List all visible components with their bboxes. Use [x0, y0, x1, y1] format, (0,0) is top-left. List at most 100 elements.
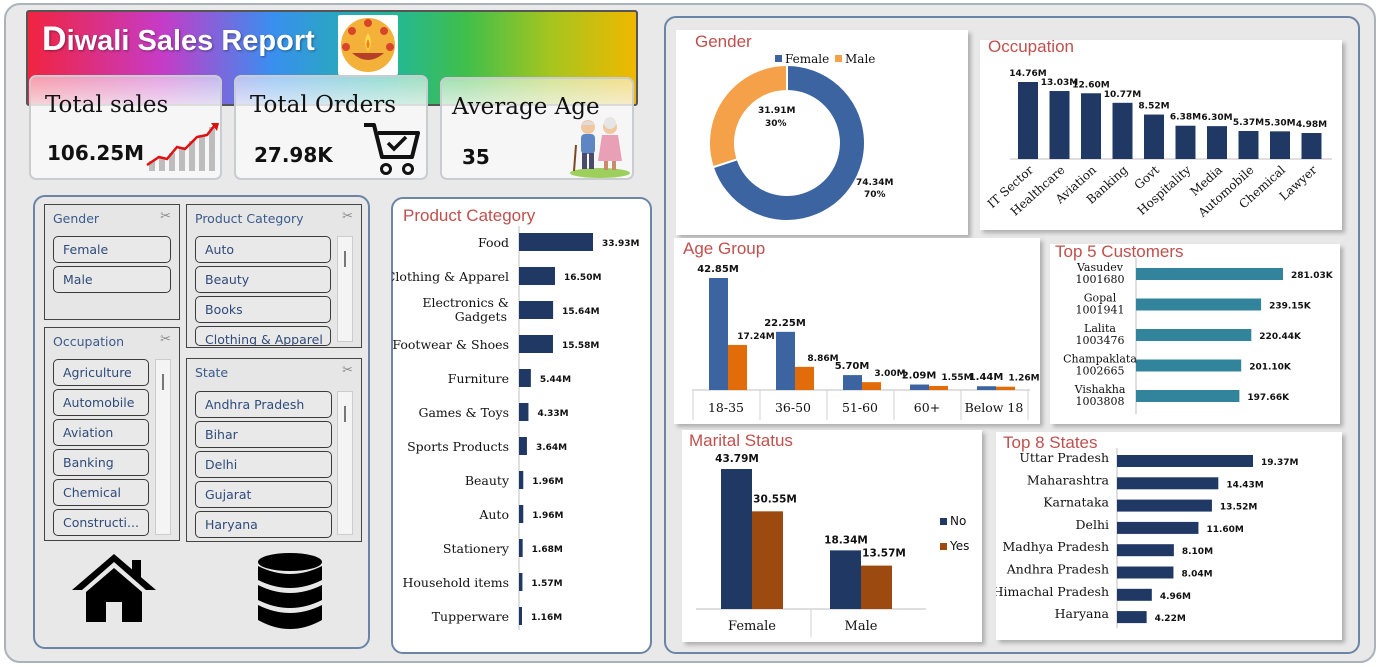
slicer-item-gujarat[interactable]: Gujarat: [195, 481, 332, 508]
data-label: 4.96M: [1160, 592, 1191, 602]
slicer-item-construction[interactable]: Constructi...: [53, 509, 149, 536]
data-label: 1.96M: [532, 511, 563, 521]
data-label: 1.68M: [532, 545, 563, 555]
clear-filter-icon[interactable]: ✂: [342, 363, 353, 378]
data-label: 6.38M: [1170, 113, 1201, 123]
bar: [843, 375, 862, 390]
marital-status-chart: 43.79M 30.55M Female 18.34M 13.57M Male No Yes: [696, 453, 969, 637]
category-label: Food: [478, 235, 509, 250]
category-label: 1001680: [1076, 273, 1125, 286]
category-label: 60+: [914, 400, 940, 415]
bar: [1136, 268, 1283, 280]
bar: [910, 384, 929, 390]
bar: [519, 573, 523, 591]
slicer-item-haryana[interactable]: Haryana: [195, 511, 332, 538]
bar: [519, 403, 529, 421]
category-label: Male: [845, 619, 878, 634]
data-label: 201.10K: [1249, 363, 1292, 373]
bar: [721, 469, 752, 609]
product-category-slicer-title: Product Category: [195, 211, 304, 226]
diya-icon: [338, 15, 398, 75]
slicer-item-auto[interactable]: Auto: [195, 236, 331, 263]
slicer-item-chemical[interactable]: Chemical: [53, 479, 149, 506]
data-label: 4.22M: [1155, 614, 1186, 624]
top-states-chart: Uttar Pradesh 19.37M Maharashtra 14.43M Karn…: [996, 448, 1298, 628]
kpi-total-orders-title: Total Orders: [250, 92, 397, 118]
data-label: 239.15K: [1269, 302, 1312, 312]
data-label: 1.57M: [531, 579, 562, 589]
data-label: 18.34M: [824, 534, 868, 546]
bar: [519, 539, 523, 557]
clear-filter-icon[interactable]: ✂: [342, 209, 353, 224]
bar: [1136, 298, 1262, 311]
slicer-scrollbar[interactable]: [337, 236, 353, 342]
slicer-item-banking[interactable]: Banking: [53, 449, 149, 476]
category-label: 36-50: [775, 400, 811, 415]
donut-slice: [711, 63, 866, 222]
occupation-slicer-title: Occupation: [53, 334, 125, 349]
data-label: 1.26M: [1008, 374, 1039, 384]
slicer-item-delhi[interactable]: Delhi: [195, 451, 332, 478]
category-label: 1002665: [1076, 365, 1125, 378]
bar: [1136, 359, 1242, 372]
bar: [519, 437, 527, 455]
data-label: 11.60M: [1206, 525, 1243, 535]
slicer-item-bihar[interactable]: Bihar: [195, 421, 332, 448]
data-label: 15.58M: [562, 341, 599, 351]
bar: [1117, 566, 1174, 579]
bar: [1117, 477, 1219, 490]
slicer-item-aviation[interactable]: Aviation: [53, 419, 149, 446]
slicer-item-female[interactable]: Female: [53, 236, 171, 263]
data-label: 22.25M: [764, 318, 806, 329]
legend-label: Male: [845, 52, 875, 66]
legend-label: Yes: [949, 539, 969, 553]
kpi-total-orders: Total Orders 27.98K: [234, 75, 428, 180]
bar: [861, 565, 892, 609]
clear-filter-icon[interactable]: ✂: [160, 209, 171, 224]
legend-label: No: [950, 514, 966, 528]
growth-chart-icon: [146, 123, 219, 171]
age-group-chart-title: Age Group: [683, 239, 766, 258]
data-label: 1.44M: [969, 372, 1004, 383]
bar: [1301, 133, 1322, 159]
gender-donut-chart: Female Male 74.34M 70% 31.91M 30%: [708, 52, 893, 222]
data-label: 1.96M: [532, 477, 563, 487]
kpi-average-age: Average Age 35: [440, 77, 634, 180]
clear-filter-icon[interactable]: ✂: [160, 332, 171, 347]
home-icon[interactable]: [70, 552, 158, 624]
category-label: Female: [728, 619, 776, 634]
category-label: Haryana: [1055, 606, 1110, 621]
data-label: 12.60M: [1072, 80, 1109, 90]
kpi-total-sales: Total sales 106.25M: [29, 75, 222, 180]
kpi-total-sales-value: 106.25M: [47, 141, 145, 165]
bar: [519, 607, 522, 625]
product-category-chart: Food 33.93M Clothing & Apparel 16.50M Electr…: [392, 226, 639, 630]
product-category-slicer: Product Category ✂ Auto Beauty Books Clo…: [186, 204, 362, 348]
slicer-item-automobile[interactable]: Automobile: [53, 389, 149, 416]
database-icon[interactable]: [256, 552, 324, 632]
category-label: Vasudev: [1076, 261, 1124, 274]
category-label: Below 18: [965, 400, 1024, 415]
legend-marker: [775, 55, 782, 62]
bar: [1136, 329, 1252, 341]
data-label: 30.55M: [753, 493, 797, 505]
slicer-item-agriculture[interactable]: Agriculture: [53, 359, 149, 386]
legend-marker: [940, 543, 947, 550]
category-label: Maharashtra: [1027, 472, 1110, 487]
bar: [728, 344, 747, 390]
slicer-scrollbar[interactable]: [337, 391, 353, 535]
bar: [519, 335, 553, 353]
slicer-item-books[interactable]: Books: [195, 296, 331, 323]
slicer-item-andhra-pradesh[interactable]: Andhra Pradesh: [195, 391, 332, 418]
age-group-chart: 42.85M 17.24M 18-35 22.25M 8.86M 36-50 5.70M 3.…: [692, 264, 1040, 420]
slicer-item-male[interactable]: Male: [53, 266, 171, 293]
data-label: 16.50M: [564, 273, 601, 283]
category-label: Beauty: [465, 473, 510, 488]
slicer-item-beauty[interactable]: Beauty: [195, 266, 331, 293]
slicer-item-clothing[interactable]: Clothing & Apparel: [195, 326, 331, 346]
gender-slicer: Gender ✂ Female Male: [44, 204, 180, 320]
slicer-scrollbar[interactable]: [155, 359, 171, 535]
data-label: 281.03K: [1291, 271, 1334, 281]
category-label: Lalita: [1084, 322, 1116, 335]
data-label: 42.85M: [697, 264, 739, 275]
